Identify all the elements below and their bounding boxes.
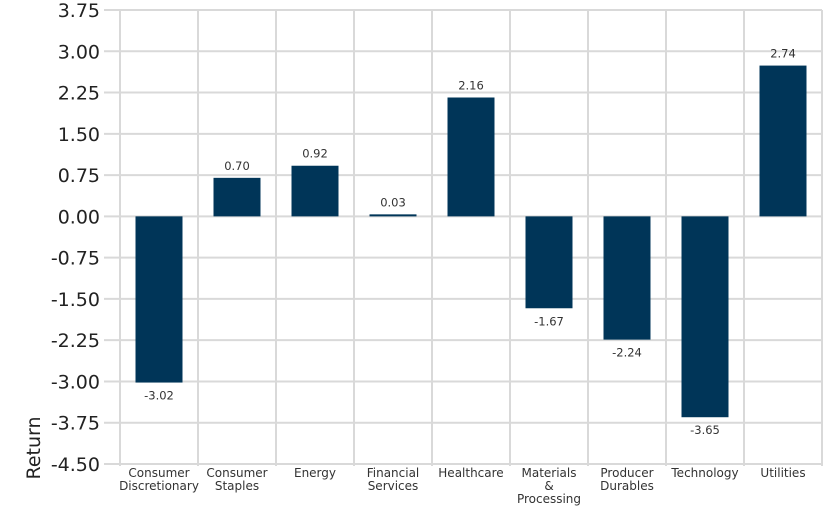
x-tick-label: Materials [521,466,576,480]
x-tick-label: Producer [600,466,653,480]
x-tick-label: Consumer [128,466,189,480]
data-label: -3.02 [144,389,174,403]
x-tick-label: Healthcare [438,466,503,480]
data-label: -1.67 [534,314,564,328]
data-label: 0.92 [302,147,328,161]
x-tick-label: Technology [670,466,738,480]
y-tick-label: 0.75 [58,165,100,187]
y-tick-label: 3.00 [58,41,100,63]
x-tick-label: Services [368,479,419,493]
x-tick-label: Processing [517,492,581,506]
x-tick-label: Staples [215,479,259,493]
bar [135,216,183,383]
data-label: -3.65 [690,423,720,437]
y-tick-label: 3.75 [58,0,100,22]
data-label: 0.03 [380,195,406,209]
data-label: 2.74 [770,47,796,61]
bar [681,216,729,418]
bar [291,165,339,217]
data-label: 0.70 [224,159,250,173]
bar [525,216,573,309]
bar [369,214,417,217]
bar [447,97,495,217]
data-labels: -3.02 0.70 0.92 0.03 2.16 -1.67 -2.24 -3.65 2.74 [144,47,796,438]
x-tick-label: & [544,479,553,493]
x-axis-ticks: ConsumerDiscretionaryConsumerStaplesEner… [119,466,806,506]
bars [135,65,807,418]
bar [213,177,261,217]
y-tick-label: 0.00 [58,206,100,228]
x-tick-label: Durables [600,479,654,493]
x-tick-label: Financial [367,466,420,480]
y-axis-label: Return [23,416,45,479]
y-tick-label: -2.25 [51,330,100,352]
y-tick-label: -0.75 [51,248,100,270]
y-tick-label: -3.00 [51,371,100,393]
y-axis-ticks: 3.75 3.00 2.25 1.50 0.75 0.00 -0.75 -1.50 -2.25 -… [51,0,100,476]
bar [603,216,651,340]
x-tick-label: Consumer [206,466,267,480]
x-tick-label: Energy [294,466,336,480]
x-tick-label: Discretionary [119,479,199,493]
y-tick-label: -3.75 [51,413,100,435]
x-tick-label: Utilities [760,466,805,480]
y-tick-label: 2.25 [58,83,100,105]
data-label: 2.16 [458,78,484,92]
y-tick-label: 1.50 [58,124,100,146]
y-tick-label: -1.50 [51,289,100,311]
data-label: -2.24 [612,346,642,360]
bar [759,65,807,217]
y-tick-label: -4.50 [51,454,100,476]
